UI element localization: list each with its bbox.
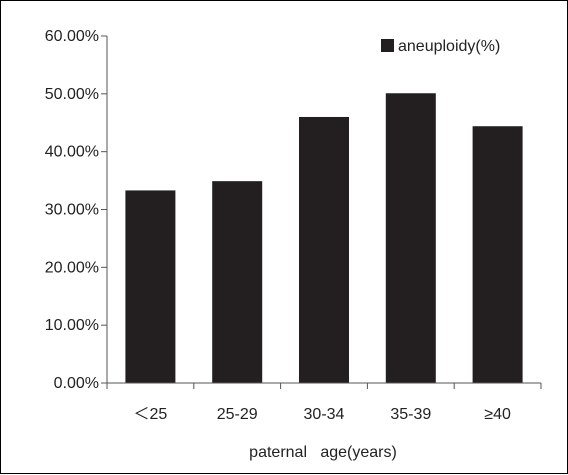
bar <box>299 116 349 383</box>
y-tick-label: 20.00% <box>45 259 99 276</box>
x-tick-label: 25-29 <box>217 406 258 423</box>
y-tick-label: 60.00% <box>45 28 99 45</box>
y-tick-label: 0.00% <box>54 375 99 392</box>
bar <box>125 190 176 383</box>
legend-swatch <box>381 39 394 52</box>
y-tick-label: 30.00% <box>45 202 99 219</box>
bar <box>472 126 523 383</box>
x-tick-label: 35-39 <box>390 406 431 423</box>
legend-label: aneuploidy(%) <box>398 38 500 55</box>
legend: aneuploidy(%) <box>381 38 500 55</box>
bar <box>385 93 436 383</box>
y-tick-label: 50.00% <box>45 86 99 103</box>
x-tick-label: ＜25 <box>133 406 167 423</box>
x-tick-label: ≥40 <box>484 406 511 423</box>
x-axis-title: paternal age(years) <box>249 444 397 461</box>
y-tick-label: 40.00% <box>45 144 99 161</box>
y-tick-label: 10.00% <box>45 317 99 334</box>
x-tick-label: 30-34 <box>304 406 345 423</box>
bar <box>212 181 263 383</box>
